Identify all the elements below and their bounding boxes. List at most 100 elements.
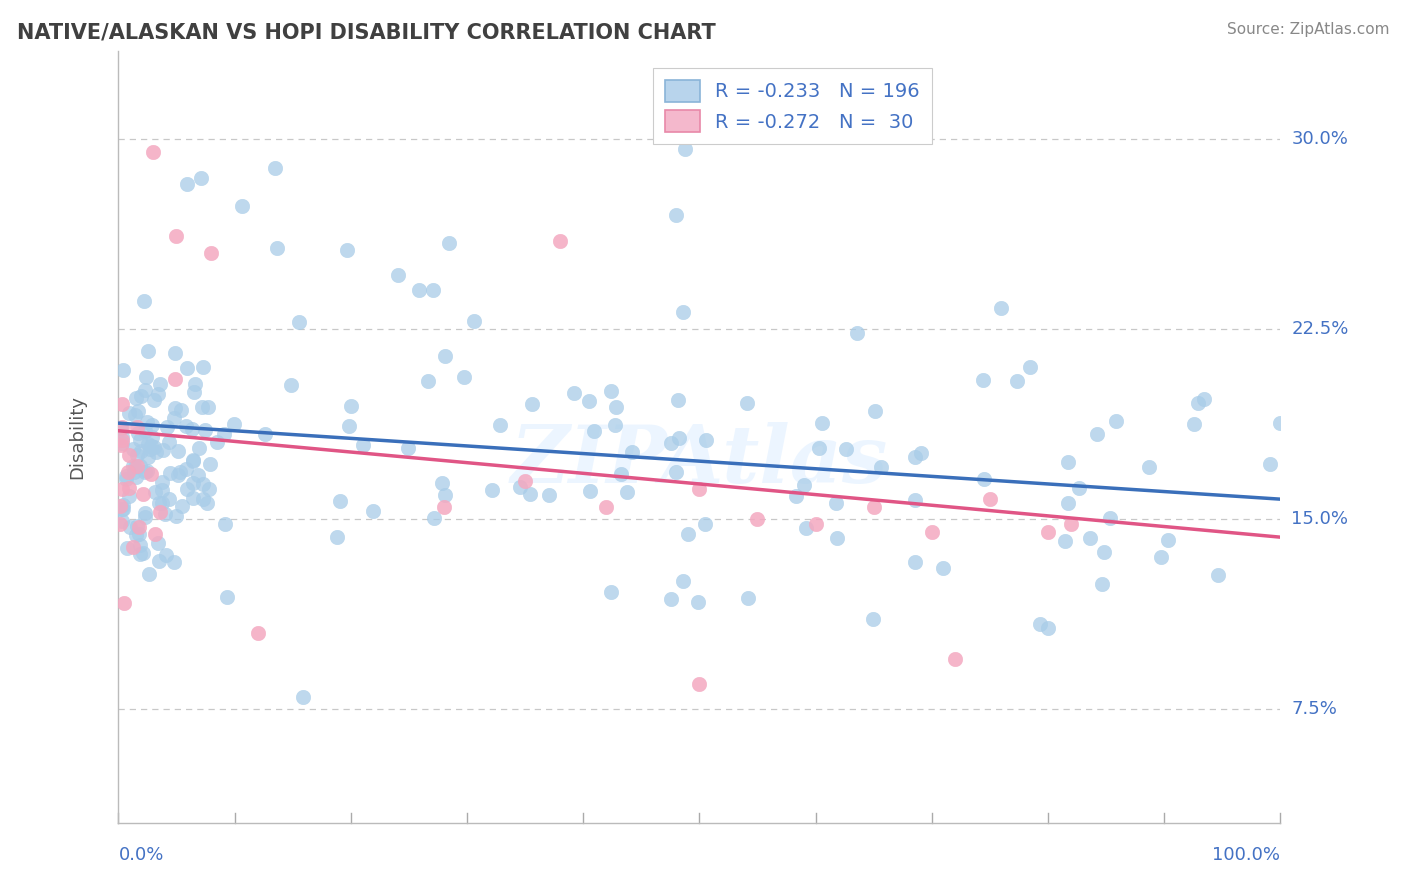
Point (134, 425, 156, 439)
Point (153, 507, 176, 521)
Point (578, 393, 600, 408)
Point (288, 315, 311, 329)
Point (134, 506, 156, 520)
Point (142, 145, 165, 159)
Point (481, 483, 503, 498)
Text: Source: ZipAtlas.com: Source: ZipAtlas.com (1226, 22, 1389, 37)
Text: 22.5%: 22.5% (1292, 320, 1348, 338)
Point (118, 481, 141, 495)
Point (139, 442, 162, 456)
Point (463, 314, 485, 328)
Point (794, 521, 817, 535)
Point (1060, 517, 1083, 532)
Point (122, 540, 145, 554)
Point (1098, 510, 1121, 524)
Point (128, 519, 150, 533)
Point (430, 476, 453, 491)
Point (148, 554, 170, 568)
Point (166, 228, 188, 243)
Point (176, 178, 198, 192)
Point (519, 487, 541, 501)
Point (537, 488, 560, 502)
Point (174, 419, 197, 434)
Point (1092, 545, 1115, 559)
Point (811, 417, 834, 431)
Point (488, 417, 510, 432)
Point (134, 384, 156, 398)
Point (108, 516, 131, 531)
Point (150, 495, 173, 509)
Point (159, 466, 181, 480)
Point (138, 566, 160, 581)
Point (1137, 460, 1160, 475)
Point (149, 505, 172, 519)
Point (143, 484, 166, 499)
Point (191, 360, 214, 375)
Point (111, 363, 134, 377)
Point (1019, 359, 1042, 374)
Point (695, 433, 717, 447)
Point (128, 527, 150, 541)
Point (1078, 531, 1101, 545)
Point (167, 443, 190, 458)
Point (191, 476, 214, 491)
Point (156, 420, 179, 434)
Point (108, 499, 131, 513)
Point (1029, 616, 1052, 631)
Point (979, 492, 1001, 507)
Point (125, 420, 148, 434)
Point (125, 448, 148, 462)
Point (134, 465, 156, 479)
Point (688, 482, 710, 496)
Point (172, 499, 194, 513)
Point (115, 468, 138, 483)
Point (972, 373, 994, 387)
Point (150, 475, 173, 489)
Point (340, 400, 363, 414)
Point (579, 483, 602, 498)
Point (513, 475, 536, 489)
Point (129, 538, 152, 552)
Point (408, 283, 430, 297)
Point (676, 527, 699, 541)
Point (1054, 533, 1077, 548)
Point (387, 268, 409, 282)
Point (1036, 525, 1059, 540)
Point (735, 396, 758, 410)
Point (124, 528, 146, 542)
Point (693, 516, 716, 531)
Point (191, 492, 214, 507)
Point (673, 142, 696, 156)
Point (595, 500, 617, 514)
Point (165, 508, 187, 523)
Point (118, 520, 141, 534)
Point (834, 442, 856, 457)
Point (1157, 533, 1180, 548)
Point (212, 427, 235, 442)
Point (176, 482, 198, 496)
Point (111, 514, 134, 528)
Point (672, 305, 695, 319)
Text: 0.0%: 0.0% (118, 846, 163, 863)
Point (181, 453, 204, 467)
Point (110, 421, 132, 435)
Point (583, 425, 606, 439)
Point (146, 387, 169, 401)
Point (165, 401, 187, 416)
Point (904, 492, 927, 507)
Point (157, 435, 180, 450)
Point (422, 283, 444, 297)
Point (253, 426, 276, 441)
Point (191, 400, 214, 414)
Point (217, 590, 239, 604)
Point (509, 480, 531, 494)
Point (336, 243, 359, 257)
Point (990, 301, 1012, 315)
Point (921, 525, 943, 540)
Point (396, 442, 419, 456)
Point (148, 496, 170, 510)
Point (214, 517, 236, 532)
Point (111, 482, 134, 496)
Point (118, 489, 141, 503)
Point (1057, 455, 1080, 469)
